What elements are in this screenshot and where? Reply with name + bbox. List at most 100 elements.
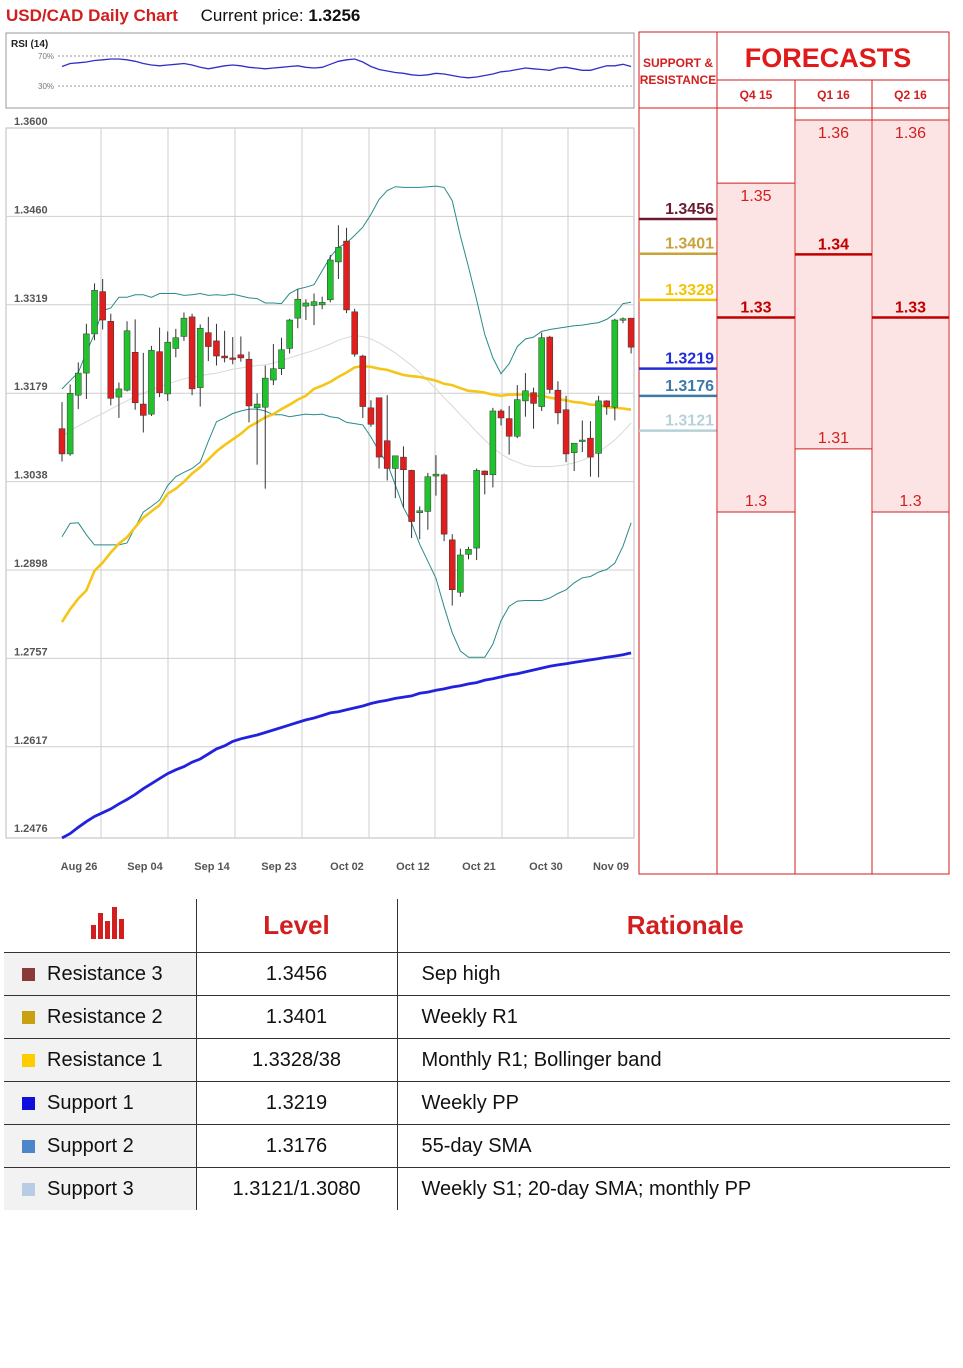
level-color-swatch: [22, 1182, 35, 1196]
y-axis: 1.3600 1.3460 1.3319 1.3179 1.3038 1.2898 1.27…: [14, 116, 48, 835]
candle: [424, 472, 432, 530]
level-color-swatch: [22, 1010, 35, 1024]
candle-body-up: [522, 390, 529, 402]
x-tick-label: Aug 26: [61, 861, 98, 873]
candle-body-up: [262, 377, 269, 408]
candle: [262, 365, 269, 489]
candle: [196, 324, 204, 407]
candle: [522, 373, 529, 417]
bollinger-lower-line: [61, 408, 632, 658]
table-header-level: Level: [195, 899, 397, 953]
candle-body-up: [286, 319, 293, 349]
x-tick-label: Oct 30: [529, 861, 563, 873]
candle-body-down: [603, 400, 610, 407]
table-chart-icon-cell: [4, 899, 196, 953]
sr-header-line1: SUPPORT &: [643, 56, 713, 70]
table-row: Support 2 1.3176 55-day SMA: [4, 1124, 950, 1168]
candle: [627, 317, 635, 354]
candles: [58, 225, 635, 606]
y-tick-label: 1.3319: [14, 293, 48, 305]
candle-body-down: [375, 397, 383, 458]
candle-body-down: [140, 403, 147, 416]
candle: [131, 319, 139, 410]
sr-levels: 1.3456 1.3401 1.3328 1.3219 1.3176 1.3121: [639, 201, 717, 432]
level-name-cell: Support 1: [4, 1081, 196, 1125]
candle: [83, 323, 90, 399]
candle-body-down: [221, 355, 228, 359]
candle: [579, 420, 586, 453]
candle: [595, 395, 602, 478]
candle-body-up: [302, 302, 310, 307]
candle: [587, 421, 594, 477]
candle-body-up: [424, 476, 432, 512]
candle: [213, 323, 220, 366]
y-tick-label: 1.2617: [14, 735, 48, 747]
candle-body-up: [611, 319, 619, 408]
level-value: 1.3219: [195, 1081, 397, 1125]
candle: [611, 318, 619, 421]
candle-body-up: [253, 403, 261, 409]
candle: [489, 407, 497, 488]
sr-level-label: 1.3176: [665, 378, 714, 395]
forecast-panel: FORECASTS Q4 15 1.35 1.33 1.3 Q1 16 1.36 1.34 1…: [716, 31, 950, 875]
forecast-low-value: 1.31: [818, 430, 849, 447]
price-chart-frame: [5, 127, 635, 839]
candle: [408, 469, 415, 538]
levels-table-header: Level Rationale: [4, 899, 950, 953]
candle: [514, 385, 521, 439]
forecast-high-value: 1.35: [740, 188, 771, 205]
candle: [530, 387, 537, 429]
candle-body-up: [172, 337, 180, 349]
candle: [156, 327, 163, 398]
candle: [505, 405, 513, 455]
candle: [278, 337, 285, 375]
current-price-label: Current price:: [200, 6, 304, 25]
level-color-swatch: [22, 1096, 35, 1110]
y-tick-label: 1.3460: [14, 204, 48, 216]
rsi-line: [61, 58, 632, 79]
candle: [481, 470, 489, 495]
candle-body-up: [164, 341, 171, 395]
rsi-level-70-label: 70%: [38, 52, 54, 61]
candle: [570, 442, 578, 471]
candle: [221, 330, 228, 363]
candle-body-up: [318, 302, 326, 306]
candle-body-down: [188, 316, 196, 390]
forecast-mid-value: 1.33: [895, 300, 926, 317]
sr-level: 1.3328: [639, 282, 717, 302]
level-rationale: 55-day SMA: [396, 1124, 950, 1168]
level-value: 1.3121/1.3080: [195, 1167, 397, 1210]
candle-body-up: [83, 333, 90, 374]
table-row: Resistance 2 1.3401 Weekly R1: [4, 995, 950, 1039]
candle-body-down: [497, 410, 505, 419]
candle: [375, 397, 383, 469]
candle-body-down: [440, 474, 448, 535]
candle-body-up: [310, 301, 318, 306]
level-rationale: Weekly PP: [396, 1081, 950, 1125]
level-name: Support 1: [47, 1091, 134, 1114]
level-rationale: Weekly R1: [396, 995, 950, 1039]
forecast-column-label: Q4 15: [740, 88, 773, 102]
candle: [473, 468, 480, 561]
candle-body-up: [465, 549, 472, 555]
candle: [335, 225, 342, 279]
y-tick-label: 1.3179: [14, 381, 48, 393]
candle: [318, 296, 326, 310]
candle: [245, 351, 253, 423]
candle-body-down: [359, 355, 367, 407]
candle-body-up: [538, 337, 545, 407]
candle-body-down: [448, 539, 456, 591]
candle: [58, 402, 66, 462]
x-tick-label: Nov 09: [593, 861, 629, 873]
x-tick-label: Sep 04: [127, 861, 163, 873]
sr-panel-frame: [638, 31, 718, 875]
candle-body-up: [457, 554, 464, 593]
candle: [148, 345, 155, 417]
level-rationale: Weekly S1; 20-day SMA; monthly PP: [396, 1167, 950, 1210]
forecast-column-label: Q2 16: [894, 88, 927, 102]
candle-body-up: [514, 399, 521, 437]
x-tick-label: Sep 14: [194, 861, 230, 873]
forecast-column-label: Q1 16: [817, 88, 850, 102]
candle-body-down: [351, 311, 358, 355]
candle-body-up: [91, 290, 98, 335]
